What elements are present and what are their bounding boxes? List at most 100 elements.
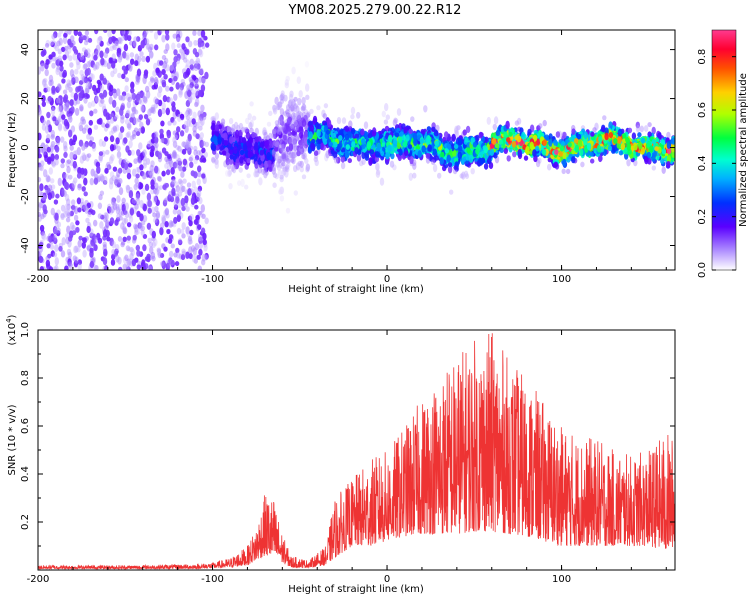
spectrogram-cell xyxy=(144,30,149,36)
spectrogram-cell xyxy=(137,55,142,63)
spectrogram-cell xyxy=(42,192,47,201)
spectrogram-cell xyxy=(351,141,356,148)
spectrogram-cell xyxy=(104,212,109,221)
spectrogram-cell xyxy=(81,118,87,125)
spectrogram-cell xyxy=(188,253,193,260)
spectrogram-cell xyxy=(157,252,162,259)
spectrogram-cell xyxy=(51,162,56,168)
spectrogram-cell xyxy=(54,222,59,230)
spectrogram-cell xyxy=(187,89,192,98)
spectrogram-cell xyxy=(78,92,83,99)
spectrogram-cell xyxy=(51,105,56,112)
spectrogram-cell xyxy=(103,51,109,59)
spectrogram-cell xyxy=(141,104,146,113)
spectrogram-cell xyxy=(211,157,216,164)
spectrogram-cell xyxy=(376,169,381,176)
spectrogram-cell xyxy=(88,119,94,126)
spectrogram-cell xyxy=(637,132,642,138)
spectrogram-cell xyxy=(171,42,176,51)
spectrogram-cell xyxy=(46,133,51,141)
spectrogram-cell xyxy=(90,168,95,177)
spectrogram-cell xyxy=(285,158,291,164)
spectrogram-cell xyxy=(111,198,116,207)
spectrogram-cell xyxy=(651,165,656,171)
spectrogram-cell xyxy=(140,105,145,112)
spectrogram-cell xyxy=(272,107,278,115)
spectrogram-cell xyxy=(82,249,87,258)
spectrogram-cell xyxy=(122,263,128,270)
spectrogram-cell xyxy=(118,266,123,270)
spectrogram-cell xyxy=(188,108,193,117)
spectrogram-cell xyxy=(214,124,220,132)
spectrogram-cell xyxy=(179,113,185,119)
spectrogram-cell xyxy=(58,245,63,252)
spectrogram-cell xyxy=(66,209,72,216)
spectrogram-cell xyxy=(178,87,183,94)
spectrogram-cell xyxy=(68,55,73,62)
spectrogram-cell xyxy=(151,206,156,214)
spectrogram-cell xyxy=(68,263,74,270)
spectrogram-cell xyxy=(121,159,126,165)
spectrogram-cell xyxy=(46,243,51,249)
spectrogram-cell xyxy=(109,45,114,52)
spectrogram-cell xyxy=(68,111,73,117)
spectrogram-cell xyxy=(200,204,205,213)
spectrogram-cell xyxy=(116,179,121,185)
spectrogram-cell xyxy=(86,202,92,209)
spectrogram-cell xyxy=(290,123,295,132)
spectrogram-cell xyxy=(171,187,176,196)
spectrogram-cell xyxy=(58,95,63,101)
spectrogram-cell xyxy=(148,170,153,179)
spectrogram-cell xyxy=(247,113,252,121)
spectrogram-cell xyxy=(189,79,194,85)
spectrogram-cell xyxy=(38,162,42,168)
spectrogram-cell xyxy=(61,114,66,120)
spectrogram-cell xyxy=(188,219,193,227)
spectrogram-cell xyxy=(189,161,194,168)
spectrogram-cell xyxy=(293,190,298,196)
spectrogram-cell xyxy=(40,142,46,149)
spectrogram-cell xyxy=(38,132,42,141)
spectrogram-cell xyxy=(368,157,373,166)
spectrogram-cell xyxy=(163,49,168,54)
spectrogram-cell xyxy=(78,139,84,147)
spectrogram-cell xyxy=(454,127,459,136)
spectrogram-cell xyxy=(115,254,120,263)
spectrogram-cell xyxy=(228,183,233,190)
spectrogram-cell xyxy=(149,51,154,58)
spectrogram-cell xyxy=(291,112,296,120)
spectrogram-cell xyxy=(71,180,77,189)
spectrogram-cell xyxy=(124,202,129,211)
spectrogram-cell xyxy=(149,76,155,82)
spectrogram-cell xyxy=(147,46,153,53)
spectrogram-cell xyxy=(84,92,89,100)
spectrogram-cell xyxy=(293,112,298,118)
spectrogram-cell xyxy=(189,64,194,70)
spectrogram-cell xyxy=(178,90,183,96)
spectrogram-cell xyxy=(124,85,129,93)
spectrogram-cell xyxy=(129,208,135,216)
spectrogram-cell xyxy=(135,167,140,173)
spectrogram-cell xyxy=(72,160,78,169)
spectrogram-cell xyxy=(47,184,53,191)
spectrogram-cell xyxy=(97,213,103,220)
spectrogram-cell xyxy=(38,162,42,168)
spectrogram-cell xyxy=(153,238,158,247)
spectrogram-cell xyxy=(305,83,310,92)
spectrogram-cell xyxy=(244,184,249,190)
spectrogram-cell xyxy=(156,175,162,181)
spectrogram-cell xyxy=(175,109,180,118)
spectrogram-cell xyxy=(340,162,346,170)
spectrogram-cell xyxy=(87,209,93,215)
spectrogram-cell xyxy=(57,84,62,91)
spectrogram-cell xyxy=(59,105,64,114)
spectrogram-cell xyxy=(114,176,119,185)
spectrogram-cell xyxy=(405,134,410,142)
spectrogram-cell xyxy=(68,80,73,86)
spectrogram-cell xyxy=(144,183,150,191)
spectrogram-cell xyxy=(254,161,259,169)
spectrogram-cell xyxy=(106,120,111,129)
spectrogram-cell xyxy=(201,259,206,266)
spectrogram-cell xyxy=(163,198,168,203)
spectrogram-marks xyxy=(38,30,675,270)
